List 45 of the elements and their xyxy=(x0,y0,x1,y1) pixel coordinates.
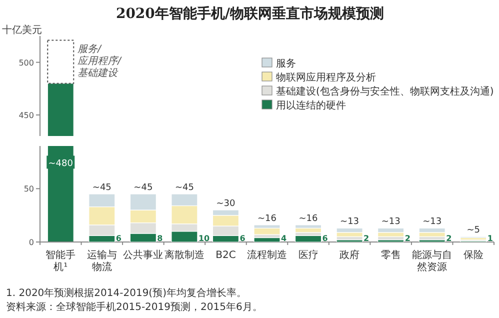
data-label: 6 xyxy=(116,234,122,243)
series-label: 服务/应用程序/基础建设 xyxy=(78,43,123,80)
data-label: 6 xyxy=(240,234,246,243)
legend-label: 物联网应用程序及分析 xyxy=(276,72,376,84)
x-tick-label: 流程制造 xyxy=(247,249,287,261)
x-tick-label: 智能手机¹ xyxy=(46,249,76,273)
x-tick-label: 公共事业 xyxy=(123,249,164,261)
total-label: ~13 xyxy=(422,217,442,228)
x-tick-label: 运输与物流 xyxy=(86,249,117,273)
data-label: 8 xyxy=(157,234,164,243)
x-tick-label: 保险 xyxy=(463,249,484,261)
total-label: ~45 xyxy=(134,183,153,193)
data-label: 6 xyxy=(322,234,328,243)
x-tick-label: 政府 xyxy=(340,249,360,261)
total-label: ~13 xyxy=(381,217,400,228)
data-label: 1 xyxy=(487,234,494,243)
data-label: 2 xyxy=(446,234,452,243)
legend-label: 服务 xyxy=(276,58,296,70)
total-label: ~13 xyxy=(340,217,360,228)
legend-label: 用以连结的硬件 xyxy=(276,100,346,112)
y-tick-label: 450 xyxy=(18,110,34,120)
y-tick-label: 500 xyxy=(18,58,34,68)
data-label: 2 xyxy=(404,234,410,243)
text: 资料来源：全球智能手机2015-2019预测，2015年6月。 xyxy=(6,301,262,313)
x-tick-label: 医疗 xyxy=(298,249,318,261)
total-label: ~45 xyxy=(174,183,194,193)
total-label: ~16 xyxy=(258,214,277,224)
total-label: ~5 xyxy=(466,226,480,236)
data-label: 10 xyxy=(198,234,210,243)
x-tick-label: 离散制造 xyxy=(164,249,204,261)
total-label: ~45 xyxy=(92,183,112,193)
y-tick-label: 0 xyxy=(28,238,34,247)
x-tick-label: 能源与自然资源 xyxy=(412,249,452,273)
y-axis-title: 十亿美元 xyxy=(2,24,42,36)
x-tick-label: 零售 xyxy=(380,249,401,261)
total-label: ~16 xyxy=(298,214,318,224)
y-tick-label: 50 xyxy=(24,184,34,194)
total-label: ~30 xyxy=(216,199,236,209)
legend-label: 基础建设(包含身份与安全性、物联网支柱及沟通) xyxy=(276,86,494,98)
data-label: ~480 xyxy=(48,159,74,170)
data-label: 4 xyxy=(281,234,287,243)
chart-title: 2020年智能手机/物联网垂直市场规模预测 xyxy=(116,5,384,22)
data-label: 2 xyxy=(364,234,370,243)
text: 1. 2020年预测根据2014-2019(预)年均复合增长率。 xyxy=(6,287,246,299)
x-tick-label: B2C xyxy=(216,250,236,261)
